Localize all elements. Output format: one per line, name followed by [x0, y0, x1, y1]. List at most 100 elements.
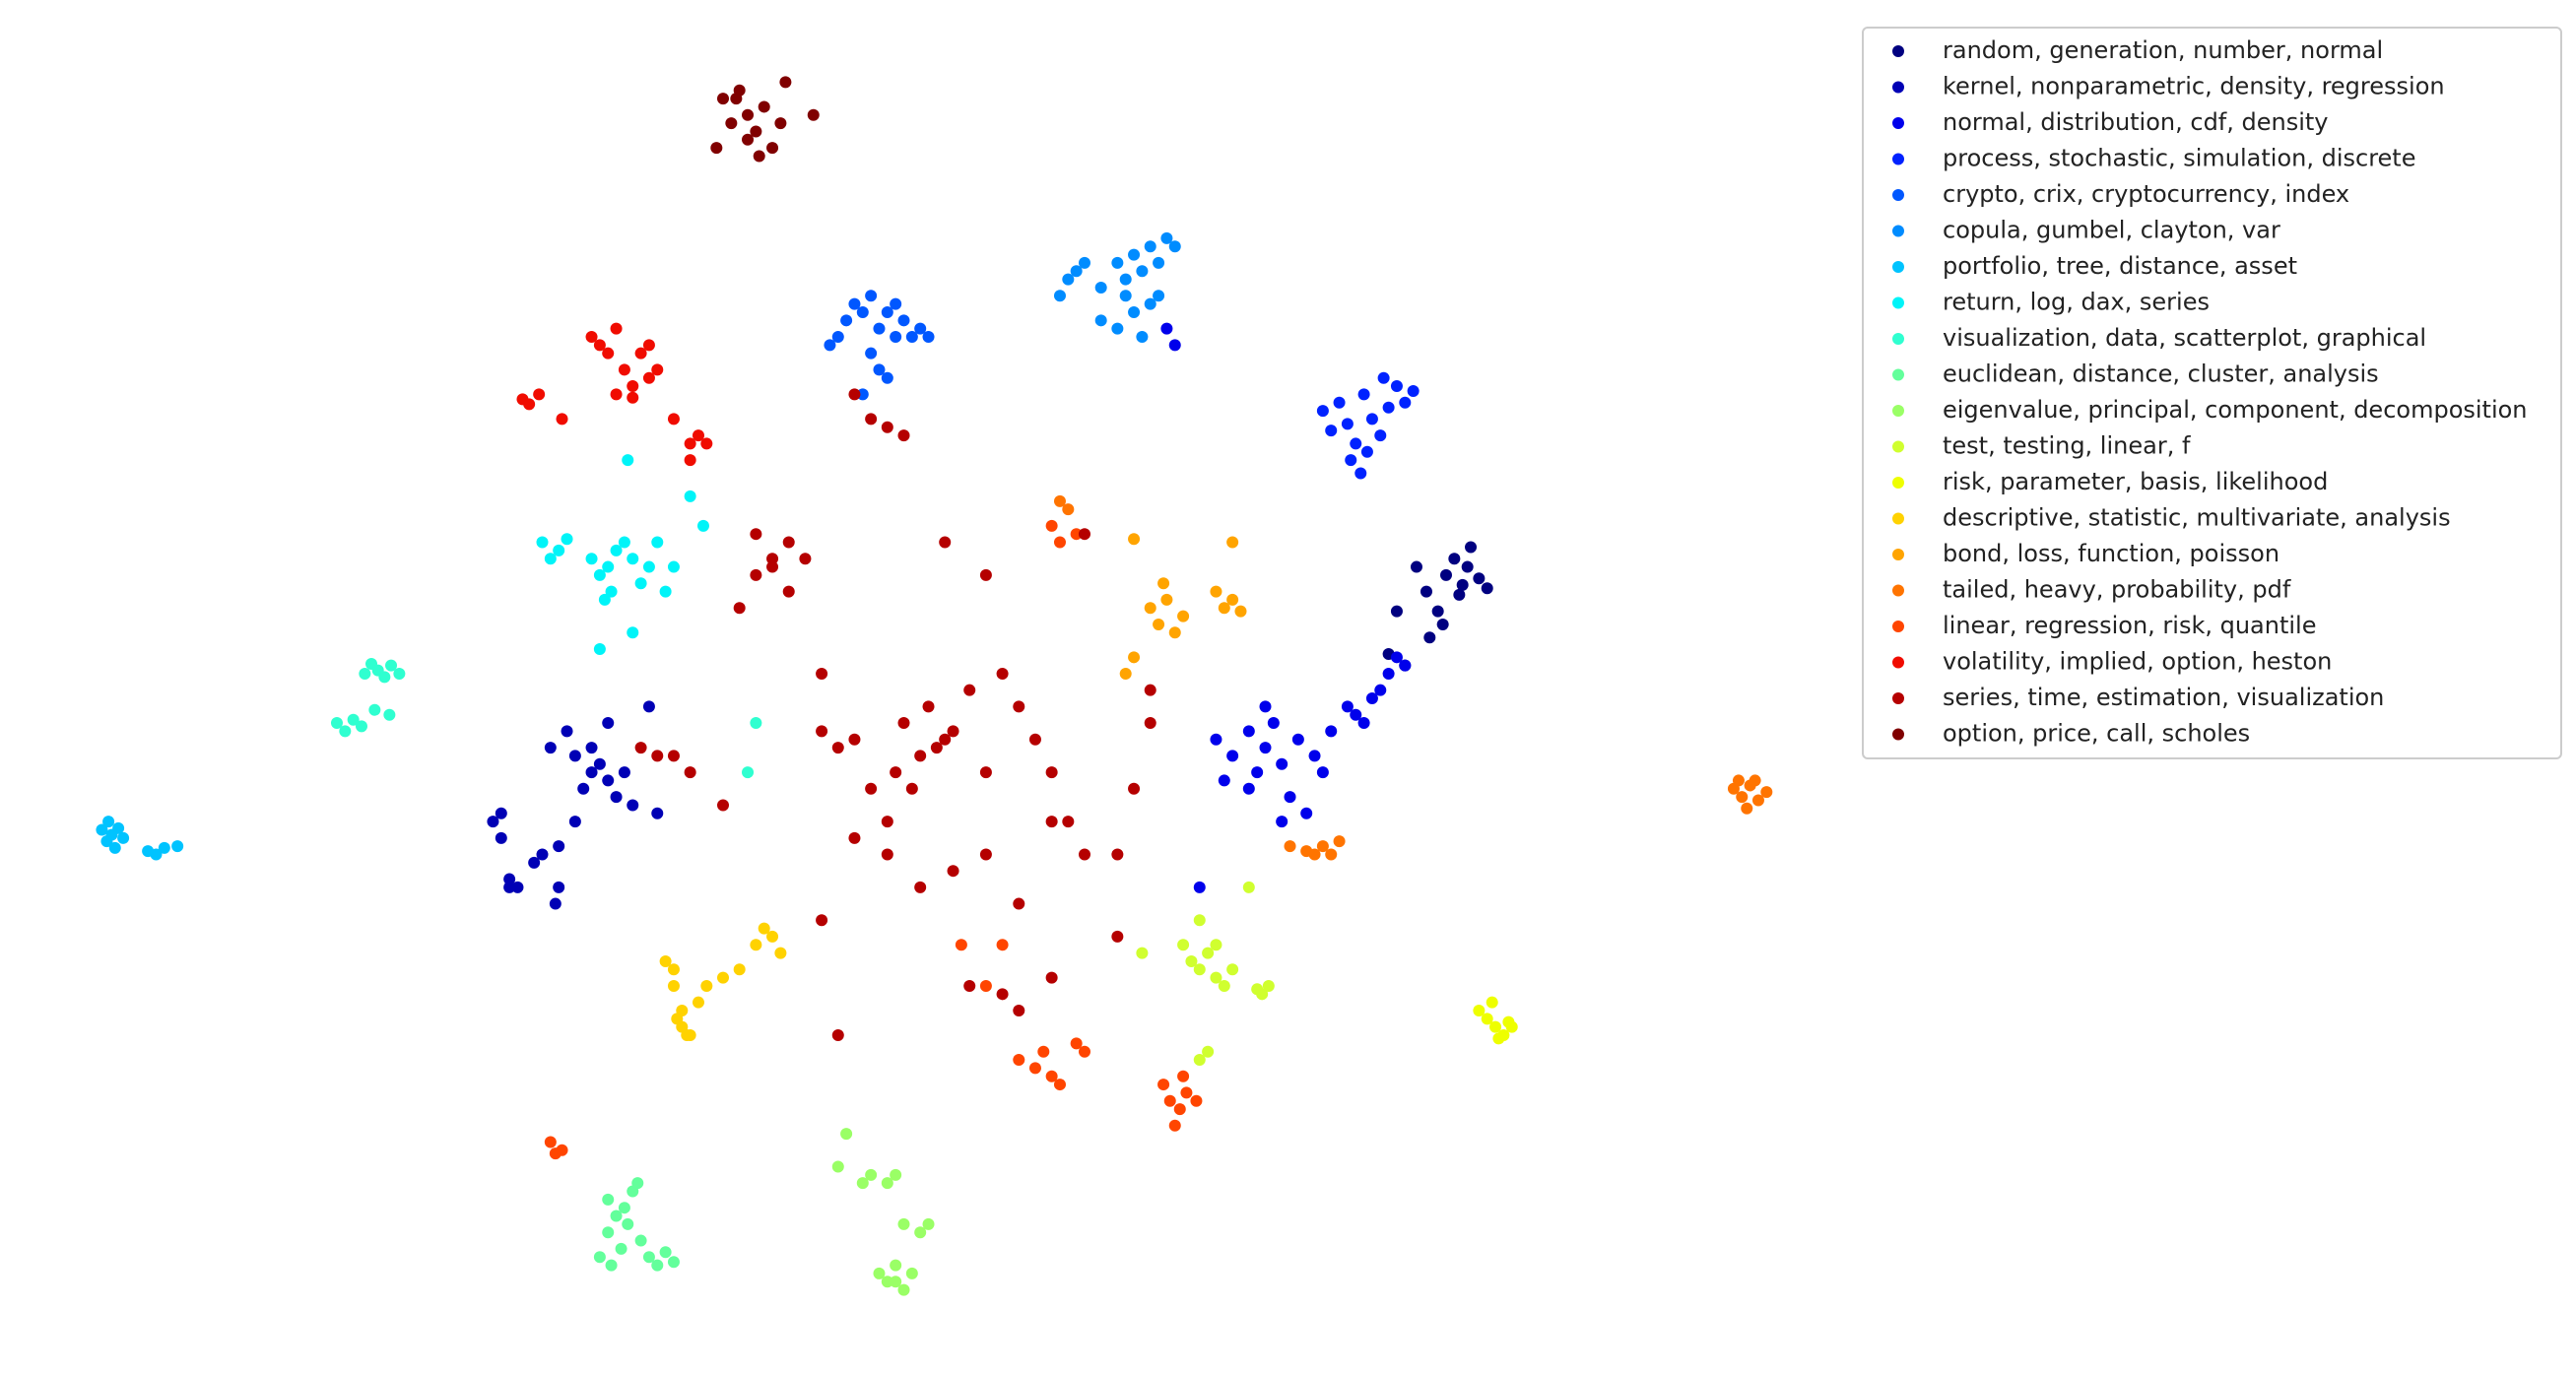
- point: [158, 841, 170, 854]
- legend-label: crypto, crix, cryptocurrency, index: [1943, 180, 2349, 208]
- point: [681, 1029, 694, 1042]
- point: [503, 873, 516, 885]
- point: [1390, 605, 1403, 618]
- point: [1168, 1119, 1181, 1132]
- legend-marker: [1892, 81, 1904, 94]
- point: [610, 322, 623, 335]
- point: [1736, 791, 1749, 804]
- point: [947, 725, 959, 738]
- point: [1382, 667, 1395, 680]
- point: [1360, 445, 1373, 458]
- point: [359, 667, 371, 680]
- point: [561, 533, 573, 546]
- point: [996, 939, 1009, 951]
- point: [1440, 568, 1452, 581]
- point: [585, 742, 598, 754]
- point: [593, 1251, 606, 1264]
- point: [1070, 1037, 1083, 1050]
- point: [1333, 396, 1346, 409]
- point: [1308, 848, 1321, 861]
- point: [1153, 290, 1165, 302]
- point: [1251, 766, 1264, 779]
- point: [553, 881, 565, 893]
- point: [634, 577, 647, 590]
- point: [618, 536, 630, 549]
- point: [676, 1004, 689, 1016]
- point: [1325, 425, 1338, 437]
- legend-label: process, stochastic, simulation, discret…: [1943, 145, 2415, 172]
- point: [742, 108, 755, 121]
- point: [897, 1283, 910, 1296]
- point: [1365, 413, 1378, 426]
- point: [750, 528, 762, 541]
- point: [627, 391, 639, 404]
- point: [700, 979, 713, 992]
- point: [503, 881, 516, 893]
- point: [1316, 766, 1329, 779]
- point: [1053, 290, 1066, 302]
- point: [549, 897, 561, 910]
- point: [1316, 840, 1329, 853]
- point: [1119, 273, 1132, 286]
- point: [939, 536, 952, 549]
- point: [1160, 231, 1173, 244]
- point: [610, 1210, 623, 1222]
- legend-marker: [1892, 405, 1904, 417]
- point: [1094, 314, 1107, 327]
- legend: random, generation, number, normal kernel…: [1862, 27, 2562, 759]
- point: [544, 1136, 557, 1148]
- legend-label: series, time, estimation, visualization: [1943, 684, 2384, 711]
- point: [1218, 979, 1230, 992]
- point: [1202, 1045, 1215, 1058]
- point: [1045, 1070, 1058, 1082]
- point: [753, 150, 765, 163]
- point: [385, 659, 398, 672]
- point: [782, 536, 795, 549]
- point: [897, 1217, 910, 1230]
- point: [1242, 782, 1255, 795]
- point: [963, 684, 976, 696]
- point: [1079, 848, 1090, 861]
- legend-marker: [1892, 692, 1904, 704]
- point: [1128, 533, 1141, 546]
- point: [1420, 585, 1432, 598]
- point: [881, 816, 893, 828]
- point: [922, 1217, 935, 1230]
- point: [1732, 774, 1745, 787]
- point: [556, 413, 568, 426]
- point: [1481, 582, 1493, 595]
- legend-marker: [1892, 440, 1904, 453]
- point: [865, 1168, 878, 1181]
- point: [1028, 1062, 1041, 1075]
- point: [979, 568, 992, 581]
- point: [642, 700, 655, 713]
- point: [651, 1259, 664, 1272]
- legend-marker: [1892, 189, 1904, 201]
- point: [1144, 297, 1156, 310]
- point: [634, 1234, 647, 1247]
- legend-label: eigenvalue, principal, component, decomp…: [1943, 396, 2528, 424]
- legend-marker: [1892, 368, 1904, 381]
- point: [642, 1251, 655, 1264]
- point: [848, 831, 861, 844]
- point: [684, 437, 696, 450]
- legend-marker: [1892, 296, 1904, 309]
- point: [1079, 1045, 1090, 1058]
- legend-label: test, testing, linear, f: [1943, 432, 2191, 460]
- point: [1180, 1086, 1193, 1099]
- point: [742, 766, 755, 779]
- point: [873, 322, 886, 335]
- point: [725, 117, 738, 130]
- point: [1136, 947, 1149, 959]
- point: [1325, 848, 1338, 861]
- point: [1399, 659, 1412, 672]
- legend-marker: [1892, 333, 1904, 345]
- legend-label: risk, parameter, basis, likelihood: [1943, 468, 2328, 495]
- point: [1276, 757, 1288, 770]
- point: [605, 585, 618, 598]
- point: [696, 519, 709, 532]
- point: [618, 363, 630, 376]
- point: [667, 413, 680, 426]
- point: [1276, 816, 1288, 828]
- point: [568, 750, 581, 762]
